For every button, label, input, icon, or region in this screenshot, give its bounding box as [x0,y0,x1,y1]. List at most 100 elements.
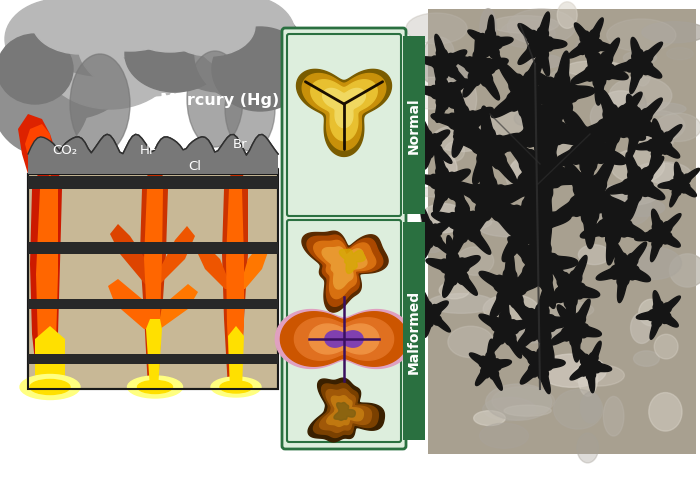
Ellipse shape [666,48,693,60]
Polygon shape [634,120,682,172]
Ellipse shape [439,282,470,299]
Ellipse shape [518,317,567,331]
Polygon shape [28,177,278,190]
Ellipse shape [631,136,673,150]
Bar [428,10,696,454]
Ellipse shape [496,187,513,198]
Ellipse shape [609,78,672,115]
Polygon shape [426,236,480,298]
Polygon shape [580,91,645,165]
Polygon shape [502,84,587,183]
Ellipse shape [554,390,603,429]
Polygon shape [36,175,58,389]
Ellipse shape [20,375,80,400]
Polygon shape [28,354,278,364]
Polygon shape [407,289,450,338]
Ellipse shape [603,396,624,436]
Polygon shape [334,403,356,421]
Polygon shape [308,378,384,442]
Bar [403,223,425,440]
Polygon shape [479,250,541,324]
Ellipse shape [655,114,700,142]
Polygon shape [28,300,278,309]
Ellipse shape [444,142,465,162]
Ellipse shape [590,185,658,207]
Ellipse shape [480,220,544,238]
Polygon shape [275,310,413,369]
Ellipse shape [557,258,575,271]
Polygon shape [512,286,572,362]
Polygon shape [309,324,379,354]
Polygon shape [297,70,391,157]
Polygon shape [314,383,378,438]
Polygon shape [416,63,469,123]
Polygon shape [228,326,244,389]
Polygon shape [405,118,452,170]
Text: Cl: Cl [188,160,202,173]
Ellipse shape [642,23,700,44]
Ellipse shape [565,61,624,77]
Polygon shape [658,163,699,208]
Ellipse shape [483,397,536,421]
Polygon shape [140,170,168,389]
Ellipse shape [631,313,653,344]
Ellipse shape [527,56,562,69]
Ellipse shape [480,10,496,48]
FancyBboxPatch shape [287,221,401,442]
Polygon shape [499,121,586,231]
Ellipse shape [491,16,559,34]
Ellipse shape [654,334,678,359]
Ellipse shape [669,254,700,287]
Ellipse shape [578,245,610,265]
FancyBboxPatch shape [287,35,401,216]
Ellipse shape [606,91,637,107]
Polygon shape [451,34,508,101]
Polygon shape [311,80,377,141]
Polygon shape [158,227,195,285]
Ellipse shape [535,301,594,319]
Ellipse shape [623,52,657,65]
Ellipse shape [434,214,492,231]
Polygon shape [468,16,513,71]
Ellipse shape [225,68,275,151]
Polygon shape [518,13,567,77]
Ellipse shape [489,106,540,142]
Polygon shape [295,318,393,361]
Ellipse shape [448,327,493,358]
Ellipse shape [625,247,682,280]
Polygon shape [431,87,493,158]
Polygon shape [580,191,646,265]
Ellipse shape [122,0,218,53]
Ellipse shape [165,0,275,93]
Polygon shape [571,39,628,106]
Polygon shape [30,165,62,389]
Polygon shape [470,339,512,391]
Ellipse shape [70,55,130,155]
Ellipse shape [456,80,477,120]
Ellipse shape [424,240,442,253]
Ellipse shape [0,35,73,105]
Text: CO₂: CO₂ [52,143,78,156]
Polygon shape [452,153,526,238]
Polygon shape [28,242,278,255]
Ellipse shape [571,365,624,386]
Polygon shape [325,331,363,348]
Ellipse shape [500,21,555,48]
Ellipse shape [480,424,528,448]
Polygon shape [542,256,600,326]
Ellipse shape [220,381,252,393]
Ellipse shape [625,93,646,118]
Ellipse shape [545,71,578,107]
Polygon shape [302,232,388,313]
Ellipse shape [504,405,552,416]
Polygon shape [405,207,451,259]
Polygon shape [146,319,162,389]
Text: Mercury (Hg): Mercury (Hg) [160,92,279,107]
Polygon shape [226,179,244,389]
Polygon shape [327,396,363,426]
Ellipse shape [578,358,598,396]
Ellipse shape [538,354,606,388]
Ellipse shape [5,10,135,120]
Bar [403,37,425,214]
Ellipse shape [142,0,258,70]
